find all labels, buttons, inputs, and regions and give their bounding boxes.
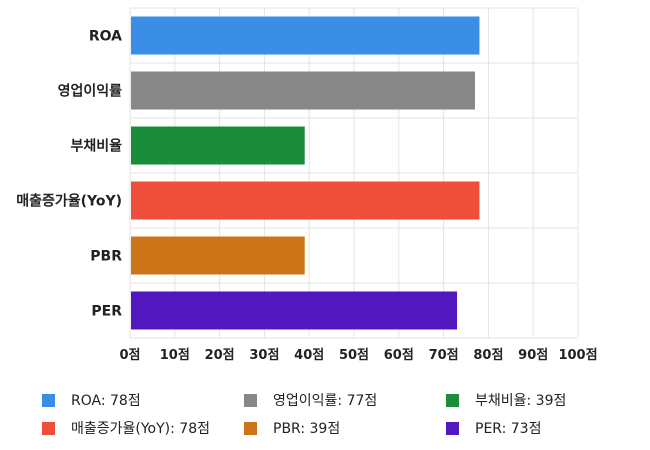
legend-swatch [446,421,459,435]
x-tick-label: 100점 [558,348,597,363]
legend-swatch [244,393,257,407]
legend-swatch [244,421,257,435]
legend-item-operating-margin[interactable]: 영업이익률: 77점 [244,389,446,411]
x-tick-label: 90점 [518,348,548,363]
legend-item-roa[interactable]: ROA: 78점 [42,389,244,411]
x-tick-label: 0점 [119,348,140,363]
x-tick-label: 50점 [339,348,369,363]
category-label: 부채비율 [70,138,122,155]
bars [131,16,480,330]
legend-label: 영업이익률: 77점 [273,393,378,409]
bar[interactable] [131,236,305,275]
bar[interactable] [131,126,305,165]
legend-item-revenue-growth[interactable]: 매출증가율(YoY): 78점 [42,417,244,439]
legend-label: PBR: 39점 [273,421,341,437]
category-label: ROA [89,29,122,45]
category-label: PER [91,304,122,320]
legend-item-debt-ratio[interactable]: 부채비율: 39점 [446,389,622,411]
x-tick-label: 30점 [249,348,279,363]
legend-item-pbr[interactable]: PBR: 39점 [244,417,446,439]
category-label: PBR [90,249,122,265]
x-tick-label: 10점 [160,348,190,363]
x-tick-label: 60점 [384,348,414,363]
x-tick-label: 70점 [429,348,459,363]
legend-label: 매출증가율(YoY): 78점 [71,421,210,437]
legend-label: PER: 73점 [475,421,542,437]
bar[interactable] [131,71,475,110]
x-tick-label: 20점 [205,348,235,363]
x-tick-label: 40점 [294,348,324,363]
legend-item-per[interactable]: PER: 73점 [446,417,622,439]
bar[interactable] [131,291,458,330]
category-label: 매출증가율(YoY) [16,193,122,210]
x-tick-label: 80점 [473,348,503,363]
legend-swatch [42,393,55,407]
x-tick-labels: 0점 10점 20점 30점 40점 50점 60점 70점 80점 90점 100점 [119,348,597,363]
legend-label: ROA: 78점 [71,393,141,409]
legend-swatch [42,421,55,435]
legend-swatch [446,393,459,407]
bar[interactable] [131,16,480,55]
legend-label: 부채비율: 39점 [475,393,567,409]
category-label: 영업이익률 [58,83,123,100]
legend: ROA: 78점 영업이익률: 77점 부채비율: 39점 매출증가율(YoY)… [42,389,622,439]
bar[interactable] [131,181,480,220]
grid-lines [129,7,579,339]
